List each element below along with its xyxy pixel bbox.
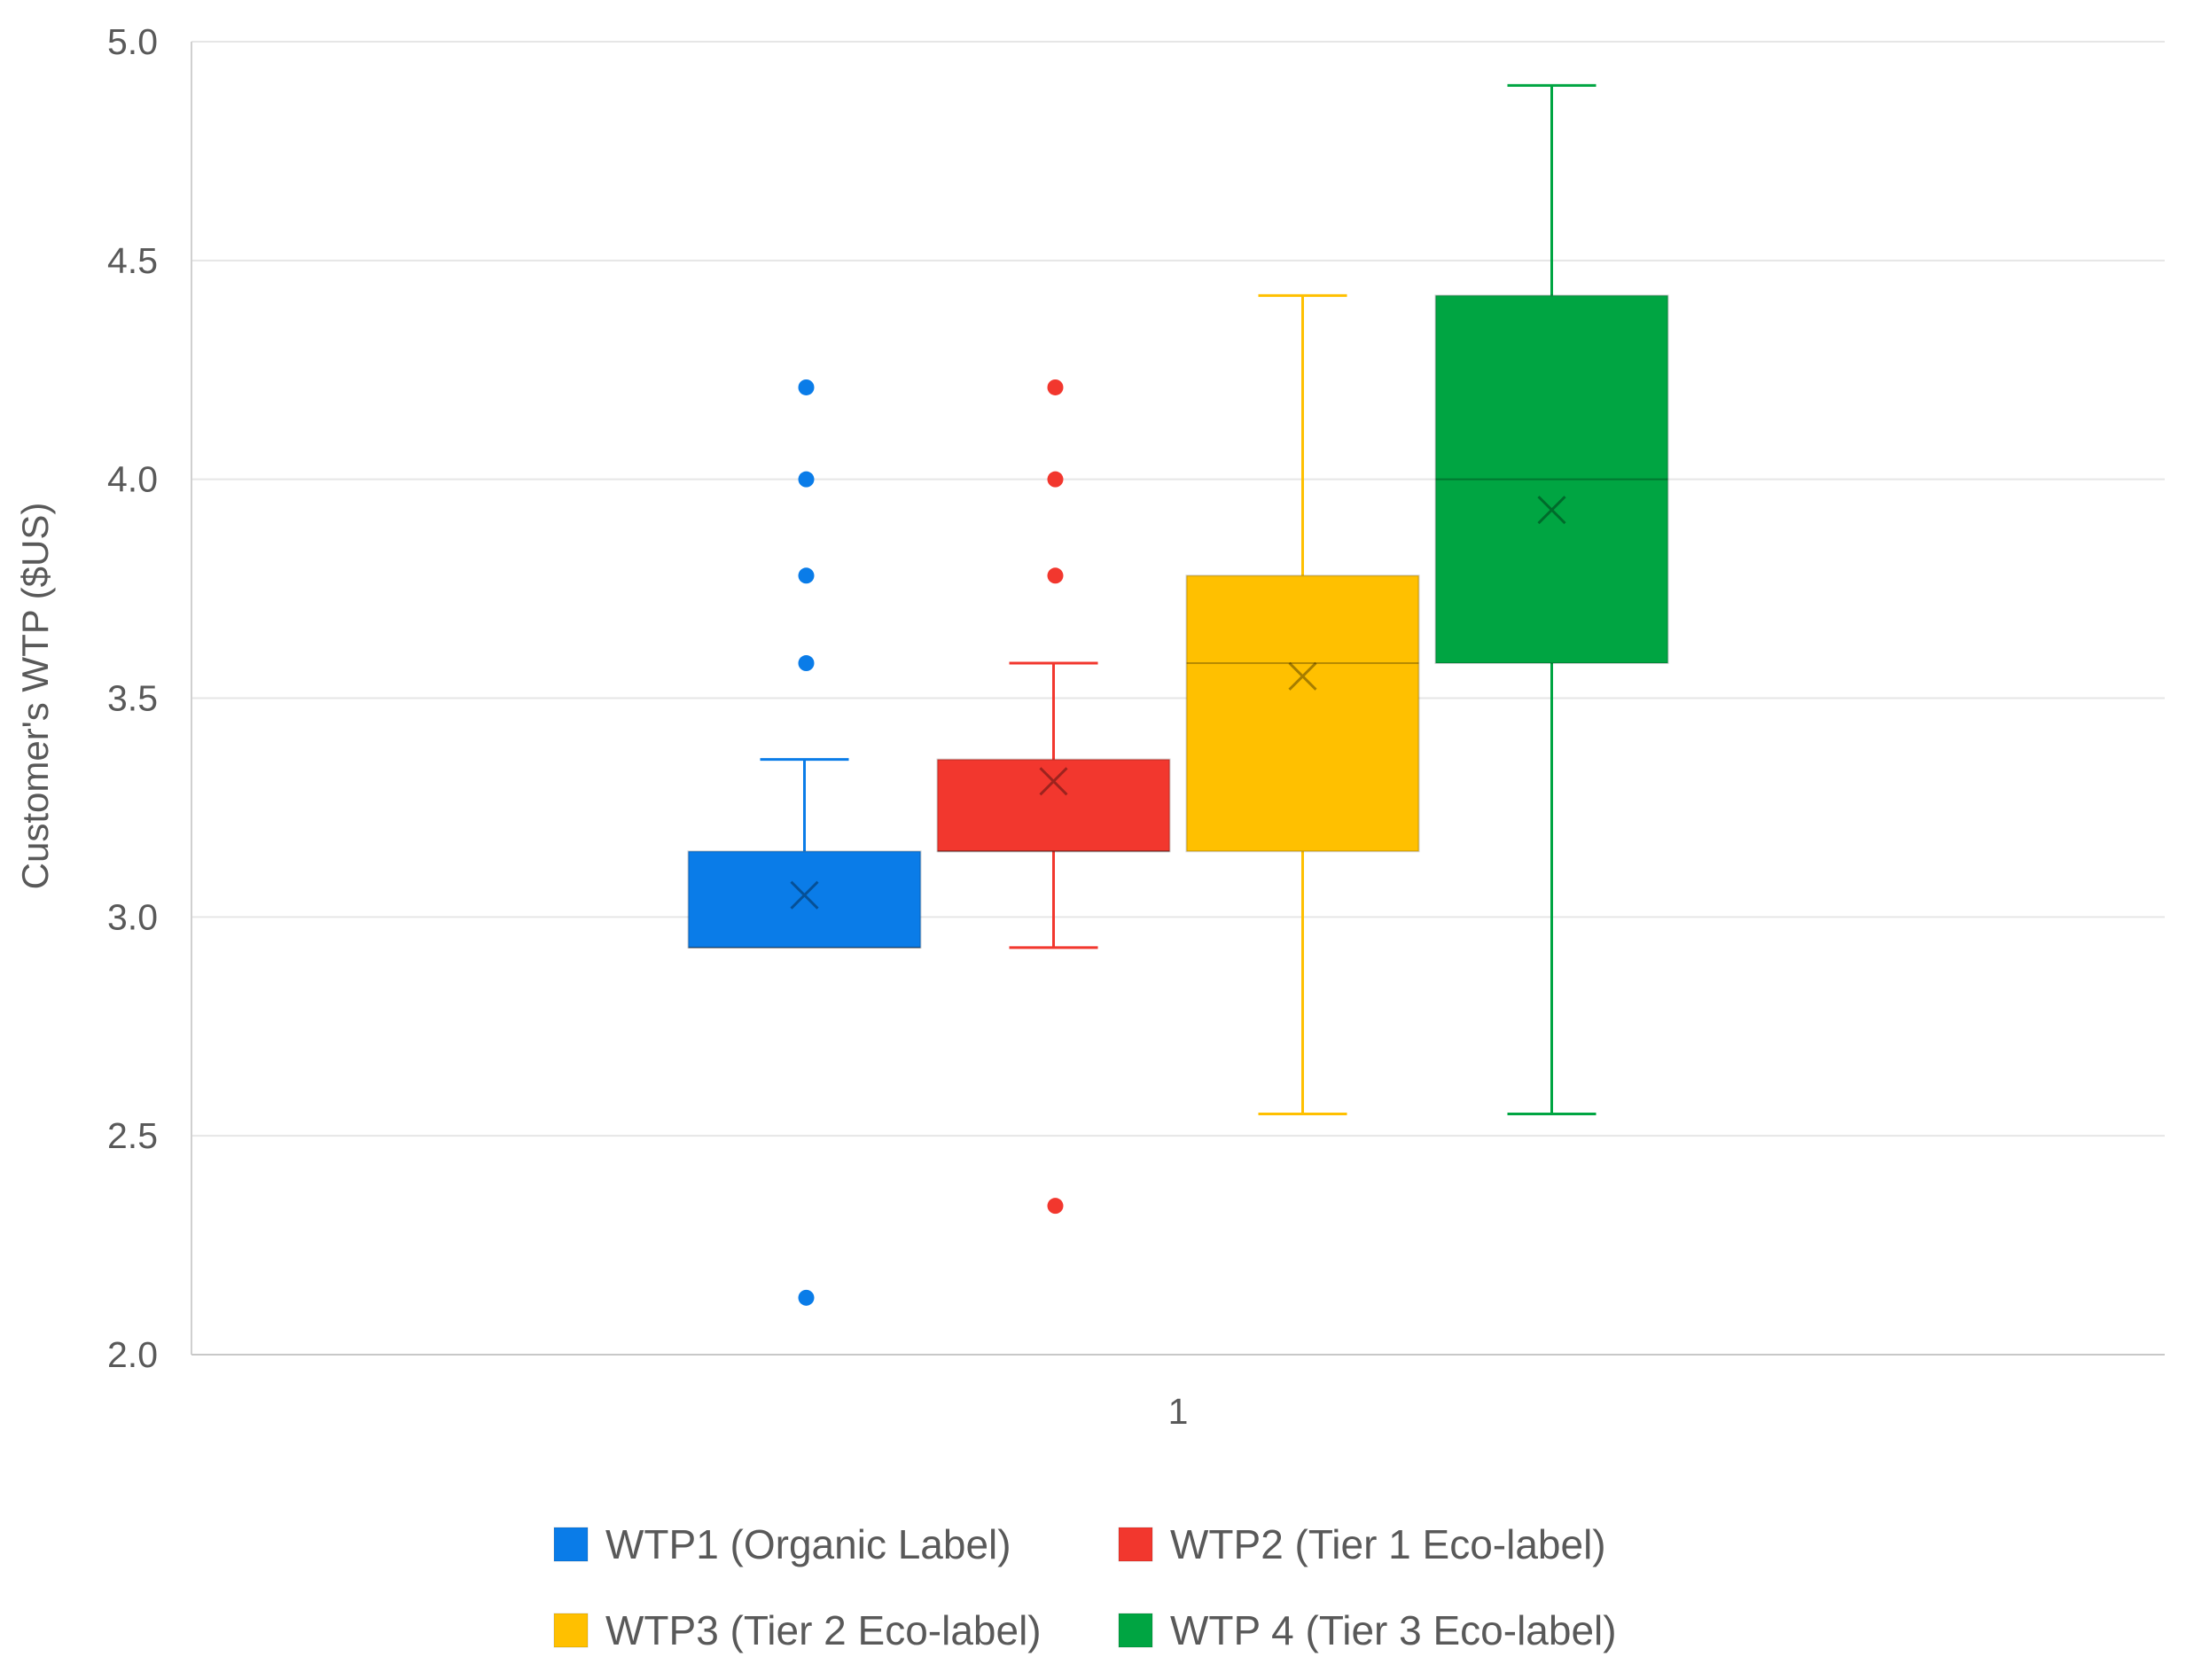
- legend-swatch: [553, 1527, 589, 1562]
- outlier-point: [1047, 379, 1064, 395]
- box-series: [687, 83, 1669, 1306]
- legend-swatch: [1118, 1613, 1153, 1648]
- legend-item: WTP1 (Organic Label): [553, 1521, 1011, 1567]
- mean-marker: [1039, 767, 1068, 796]
- legend-label: WTP1 (Organic Label): [605, 1521, 1011, 1567]
- legend-item: WTP2 (Tier 1 Eco-label): [1118, 1521, 1606, 1567]
- legend: WTP1 (Organic Label) WTP2 (Tier 1 Eco-lab…: [553, 1521, 1617, 1653]
- outlier-point: [798, 1289, 815, 1306]
- y-tick-label: 5.0: [107, 21, 158, 62]
- legend-label: WTP3 (Tier 2 Eco-label): [605, 1607, 1042, 1653]
- legend-item: WTP 4 (Tier 3 Eco-label): [1118, 1607, 1617, 1653]
- y-tick-label: 4.5: [107, 240, 158, 281]
- outlier-point: [1047, 1198, 1064, 1215]
- mean-marker: [790, 880, 819, 910]
- gridlines: [191, 41, 2165, 1137]
- y-tick-label: 2.0: [107, 1334, 158, 1375]
- y-tick-label: 4.0: [107, 459, 158, 500]
- box-body: [1434, 294, 1669, 665]
- box-body: [687, 850, 922, 949]
- box-4: [1434, 83, 1669, 1115]
- legend-swatch: [1118, 1527, 1153, 1562]
- mean-marker: [1537, 496, 1566, 525]
- legend-item: WTP3 (Tier 2 Eco-label): [553, 1607, 1042, 1653]
- legend-label: WTP2 (Tier 1 Eco-label): [1170, 1521, 1606, 1567]
- y-tick-label: 3.0: [107, 896, 158, 937]
- box-2: [936, 379, 1171, 1215]
- legend-swatch: [553, 1613, 589, 1648]
- x-tick-label: 1: [1168, 1391, 1189, 1432]
- legend-label: WTP 4 (Tier 3 Eco-label): [1170, 1607, 1617, 1653]
- box-body: [1185, 574, 1420, 853]
- box-body: [936, 758, 1171, 853]
- y-tick-label: 2.5: [107, 1115, 158, 1156]
- outlier-point: [1047, 567, 1064, 584]
- box-1: [687, 379, 922, 1306]
- y-tick-label: 3.5: [107, 678, 158, 719]
- outlier-point: [798, 471, 815, 488]
- outlier-point: [798, 379, 815, 395]
- mean-marker: [1288, 661, 1317, 691]
- outlier-point: [798, 655, 815, 672]
- y-axis-title: Customer's WTP ($US): [14, 503, 56, 890]
- axes: 2.0 2.5 3.0 3.5 4.0 4.5 5.0 1: [107, 21, 2165, 1432]
- outlier-point: [1047, 471, 1064, 488]
- outlier-point: [798, 567, 815, 584]
- box-3: [1185, 293, 1420, 1115]
